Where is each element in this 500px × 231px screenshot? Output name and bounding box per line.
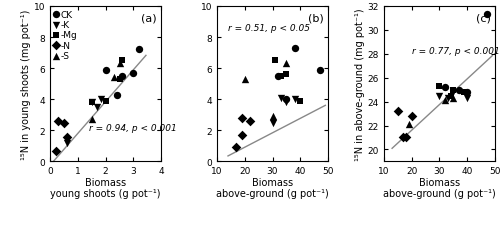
Point — [110, 76, 118, 80]
Point — [405, 123, 413, 127]
Point — [282, 73, 290, 77]
Point — [282, 101, 290, 105]
Point — [88, 101, 96, 105]
Point — [444, 97, 452, 100]
Point — [277, 96, 285, 100]
Text: r = 0.51, p < 0.05: r = 0.51, p < 0.05 — [228, 24, 310, 33]
Point — [238, 116, 246, 120]
Point — [482, 13, 490, 17]
Legend: CK, -K, -Mg, -N, -S: CK, -K, -Mg, -N, -S — [52, 10, 78, 62]
Point — [60, 121, 68, 125]
Point — [135, 49, 143, 52]
Point — [102, 69, 110, 72]
Text: r = 0.77, p < 0.001: r = 0.77, p < 0.001 — [412, 46, 500, 55]
Point — [402, 136, 410, 140]
Point — [450, 88, 458, 92]
Point — [116, 78, 124, 82]
Point — [246, 120, 254, 123]
Point — [463, 91, 471, 94]
Point — [450, 97, 458, 100]
Point — [240, 78, 248, 82]
Point — [54, 120, 62, 123]
Point — [460, 91, 468, 94]
Point — [118, 59, 126, 63]
Point — [268, 115, 276, 119]
Point — [291, 47, 299, 51]
Point — [450, 91, 458, 94]
Point — [282, 62, 290, 66]
Text: r = 0.94, p < 0.001: r = 0.94, p < 0.001 — [89, 123, 176, 132]
Point — [268, 121, 276, 125]
Point — [455, 88, 463, 92]
Point — [88, 118, 96, 122]
Point — [436, 85, 444, 88]
Y-axis label: ¹⁵N in young shoots (mg pot⁻¹): ¹⁵N in young shoots (mg pot⁻¹) — [21, 9, 31, 159]
Point — [291, 98, 299, 102]
Point — [94, 106, 102, 109]
Point — [282, 98, 290, 102]
Point — [238, 134, 246, 137]
X-axis label: Biomass
above-ground (g pot⁻¹): Biomass above-ground (g pot⁻¹) — [216, 177, 329, 198]
Point — [62, 135, 70, 139]
Point — [116, 62, 124, 66]
Point — [316, 69, 324, 72]
Point — [52, 149, 60, 153]
X-axis label: Biomass
young shoots (g pot⁻¹): Biomass young shoots (g pot⁻¹) — [50, 177, 161, 198]
Point — [130, 72, 138, 75]
Y-axis label: ¹⁵N in above-ground (mg pot⁻¹): ¹⁵N in above-ground (mg pot⁻¹) — [354, 8, 364, 160]
Point — [88, 101, 96, 105]
X-axis label: Biomass
above-ground (g pot⁻¹): Biomass above-ground (g pot⁻¹) — [383, 177, 496, 198]
Point — [62, 141, 70, 145]
Point — [274, 75, 282, 78]
Point — [118, 75, 126, 78]
Point — [296, 100, 304, 103]
Text: (a): (a) — [141, 13, 157, 23]
Point — [463, 97, 471, 100]
Point — [277, 75, 285, 78]
Point — [272, 59, 280, 63]
Point — [113, 93, 121, 97]
Point — [102, 100, 110, 103]
Point — [98, 98, 106, 102]
Point — [446, 94, 454, 98]
Point — [441, 99, 449, 103]
Text: (b): (b) — [308, 13, 324, 23]
Point — [232, 146, 240, 150]
Point — [394, 110, 402, 114]
Point — [436, 94, 444, 98]
Point — [441, 86, 449, 90]
Text: (c): (c) — [476, 13, 490, 23]
Point — [408, 115, 416, 118]
Point — [399, 136, 407, 140]
